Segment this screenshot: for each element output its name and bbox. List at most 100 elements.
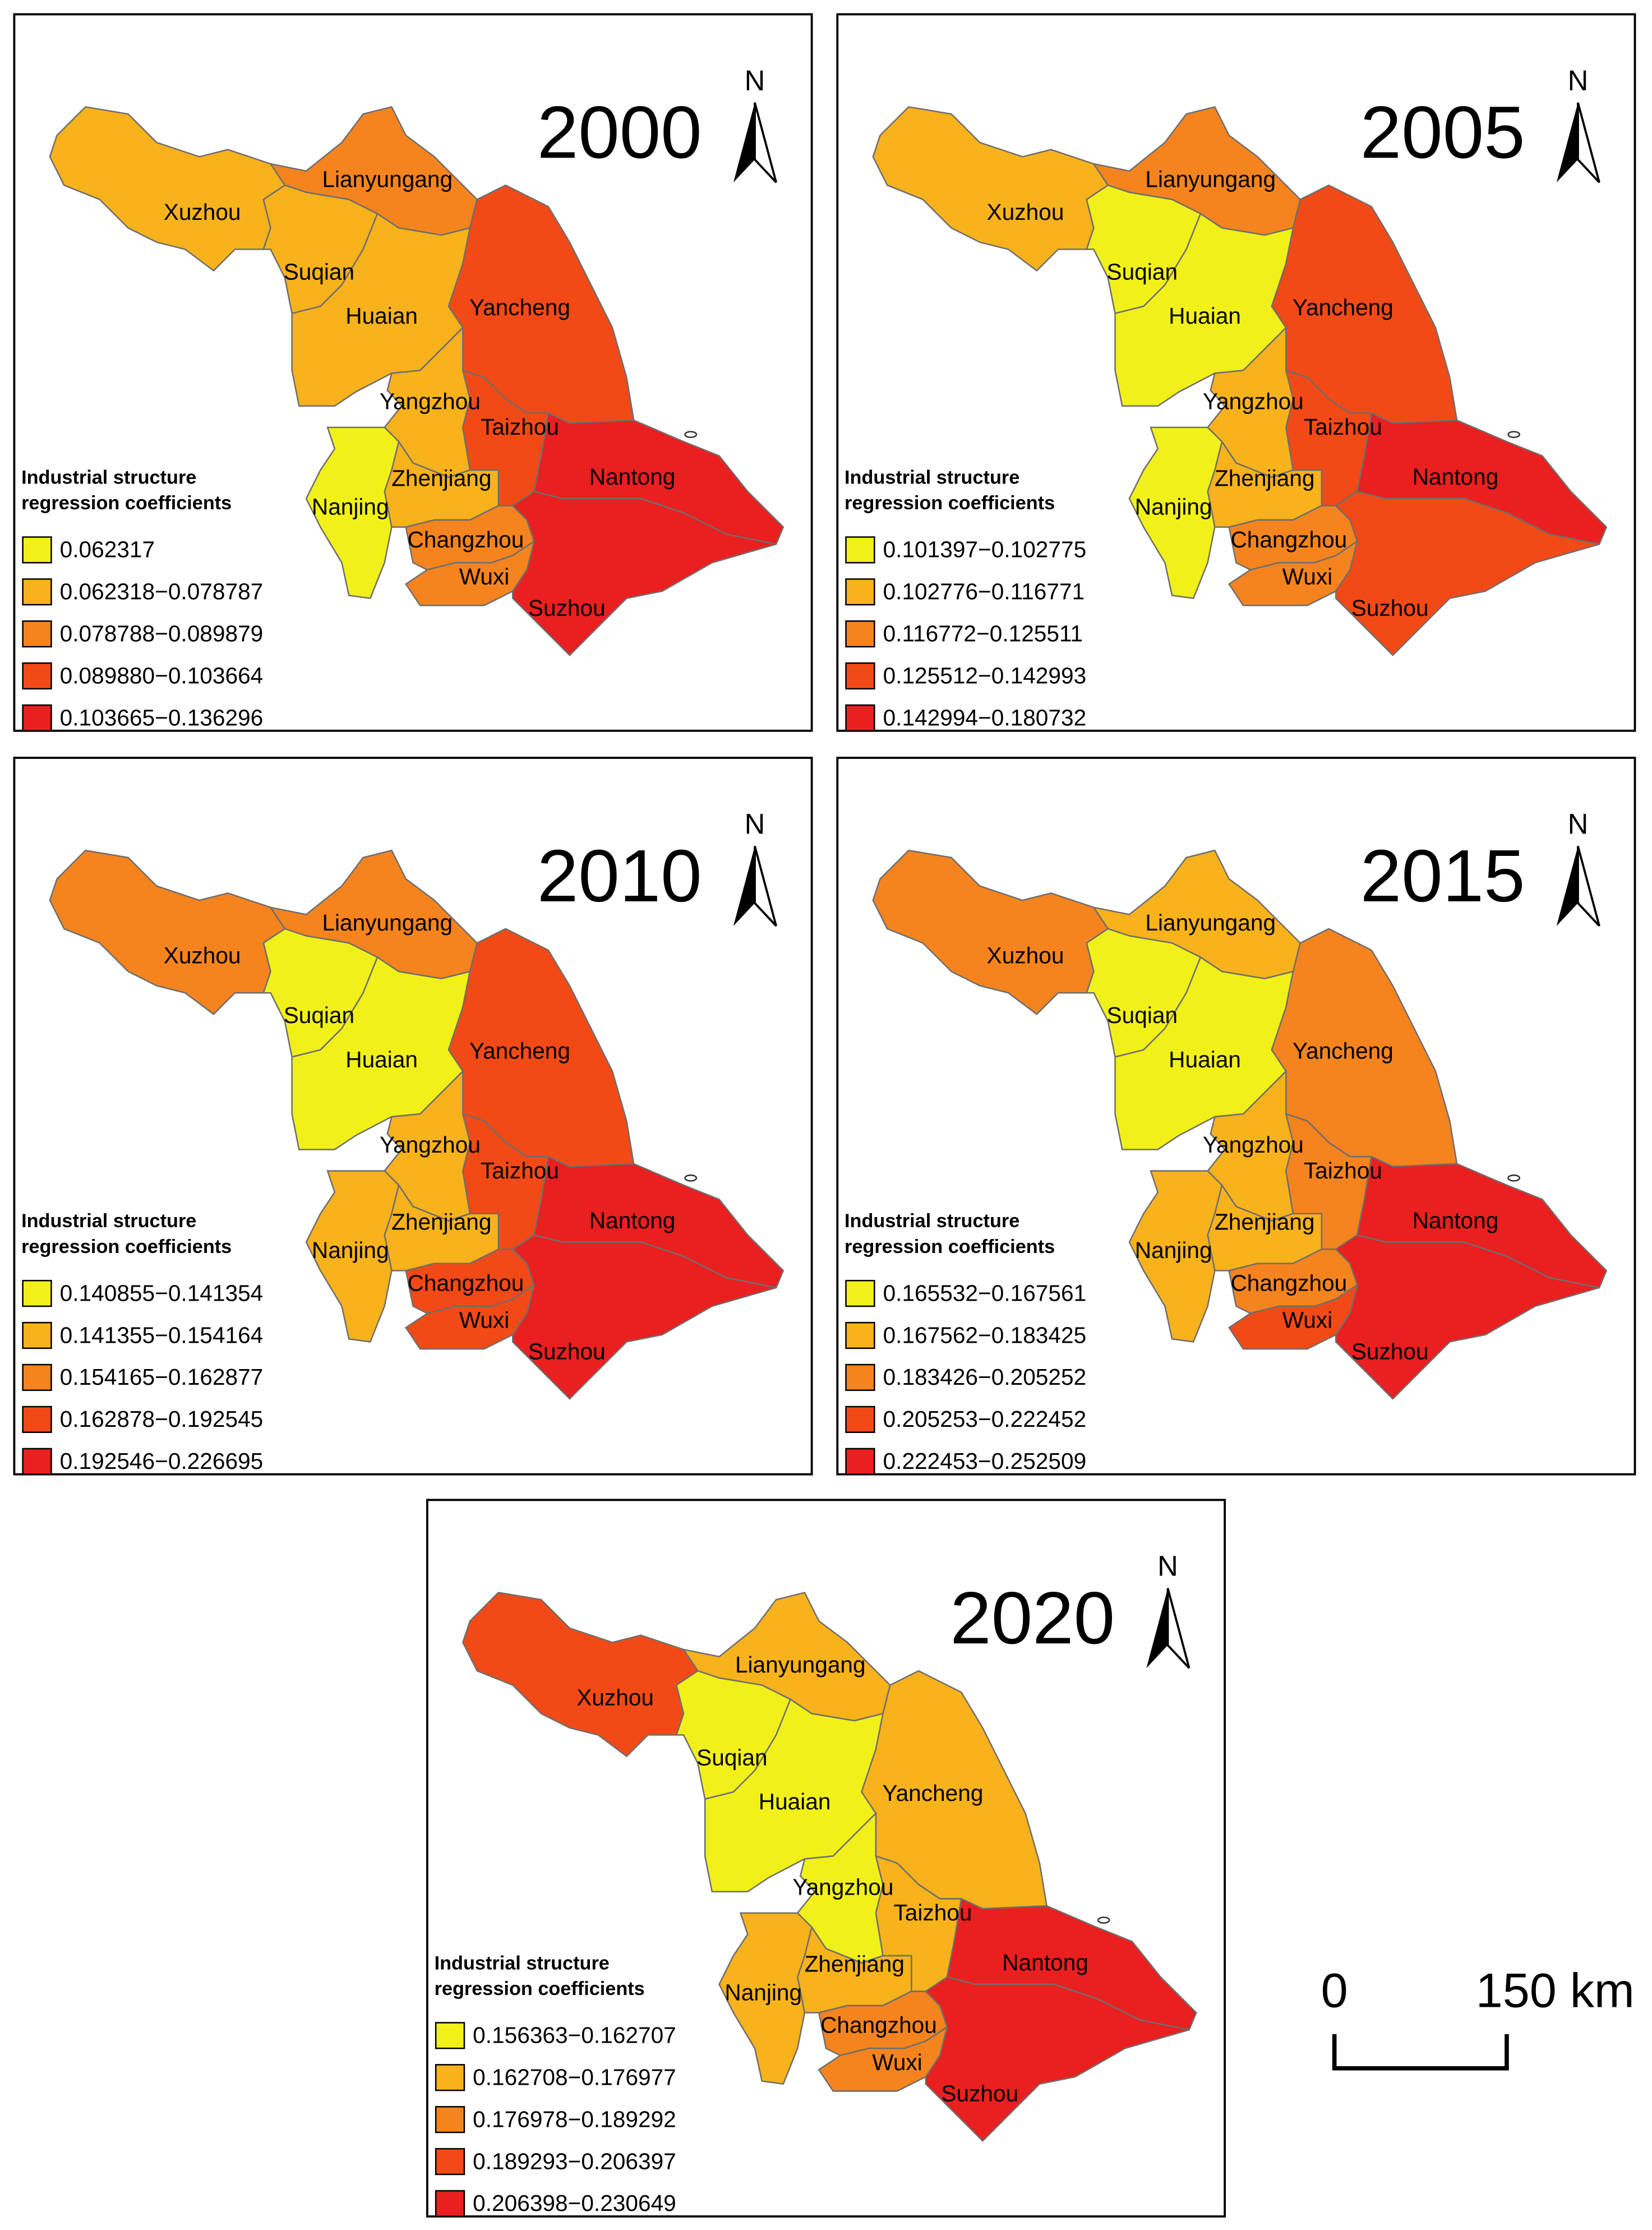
map-panel: Xuzhou Lianyungang Suqian Huaian Yancheng Yan…: [836, 757, 1636, 1476]
scale-bar: 0 150 km: [1321, 1964, 1635, 2071]
scale-start: 0: [1321, 1964, 1348, 2017]
legend-swatch: [845, 1279, 875, 1307]
region-label: Zhenjiang: [391, 1209, 491, 1234]
island: [684, 431, 698, 439]
region-label: Yangzhou: [1203, 1132, 1304, 1158]
region-label: Nanjing: [725, 1979, 802, 2005]
region-label: Taizhou: [481, 414, 559, 440]
legend-swatch: [435, 2022, 465, 2049]
region: [718, 1912, 813, 2085]
legend-swatch: [22, 1363, 52, 1392]
region-label: Huaian: [345, 1047, 418, 1072]
legend-label: 0.222453−0.252509: [883, 1448, 1087, 1474]
year-title: 2005: [1360, 90, 1525, 173]
region-label: Changzhou: [820, 2012, 937, 2038]
panel-frame: [836, 13, 1636, 732]
year-title: 2000: [537, 90, 702, 173]
island: [1507, 431, 1521, 439]
legend-label: 0.125512−0.142993: [883, 662, 1087, 688]
region-label: Taizhou: [893, 1900, 972, 1925]
north-arrow-outline: [754, 846, 777, 927]
region-label: Yancheng: [882, 1780, 983, 1806]
legend-label: 0.189293−0.206397: [473, 2148, 676, 2174]
region: [1335, 490, 1600, 657]
legend-label: 0.162708−0.176977: [473, 2064, 676, 2090]
north-arrow-outline: [1577, 846, 1600, 927]
region-label: Nanjing: [312, 494, 389, 519]
region-label: Suzhou: [941, 2081, 1018, 2107]
legend-label: 0.089880−0.103664: [60, 662, 264, 688]
north-arrow: [1556, 846, 1578, 926]
region-label: Taizhou: [1304, 414, 1382, 440]
legend-swatch: [22, 1406, 52, 1433]
region-label: Zhenjiang: [805, 1951, 905, 1977]
legend-swatch: [435, 2148, 465, 2176]
legend-title: regression coefficients: [845, 1236, 1055, 1257]
legend-swatch: [845, 620, 875, 648]
region-label: Yangzhou: [1203, 389, 1304, 414]
year-title: 2010: [537, 834, 702, 917]
legend-label: 0.116772−0.125511: [883, 621, 1083, 647]
legend-title: Industrial structure: [845, 1210, 1019, 1232]
legend-title: Industrial structure: [845, 467, 1019, 488]
region-label: Wuxi: [1282, 564, 1333, 589]
legend-swatch: [22, 578, 52, 606]
legend-swatch: [22, 704, 52, 732]
legend-label: 0.078788−0.089879: [60, 621, 264, 647]
region-label: Xuzhou: [987, 942, 1064, 968]
legend-swatch: [845, 704, 875, 732]
region-label: Lianyungang: [322, 910, 453, 936]
region-label: Yancheng: [1293, 294, 1393, 320]
legend-label: 0.205253−0.222452: [883, 1406, 1087, 1432]
north-label: N: [1568, 64, 1589, 96]
legend-swatch: [22, 1448, 52, 1475]
region-label: Yancheng: [1293, 1038, 1393, 1064]
region-label: Nanjing: [1135, 1237, 1212, 1263]
legend-swatch: [22, 662, 52, 690]
region-label: Lianyungang: [322, 166, 453, 192]
panel-frame: [836, 757, 1636, 1476]
region: [511, 490, 777, 657]
region-label: Yangzhou: [380, 1132, 481, 1158]
region-label: Changzhou: [408, 1270, 524, 1296]
region-label: Wuxi: [459, 1307, 510, 1333]
region-label: Suzhou: [528, 595, 606, 621]
legend-swatch: [22, 620, 52, 648]
legend-swatch: [845, 1448, 875, 1475]
panel-frame: [426, 1499, 1226, 2218]
legend-title: regression coefficients: [845, 492, 1055, 514]
region-label: Nantong: [1002, 1950, 1088, 1975]
region-label: Xuzhou: [987, 199, 1064, 225]
region-label: Wuxi: [459, 564, 510, 589]
region-label: Huaian: [345, 303, 418, 329]
region-label: Nantong: [589, 1208, 676, 1233]
region-label: Yancheng: [469, 294, 570, 320]
legend-label: 0.062318−0.078787: [60, 579, 264, 605]
region-label: Xuzhou: [164, 199, 241, 225]
panel-frame: [13, 13, 813, 732]
region-label: Suqian: [1107, 259, 1178, 284]
region-label: Zhenjiang: [1215, 1209, 1314, 1234]
legend-swatch: [435, 2064, 465, 2091]
legend-swatch: [845, 536, 875, 564]
region-label: Zhenjiang: [1215, 466, 1314, 491]
legend-label: 0.062317: [60, 537, 155, 563]
region-label: Wuxi: [872, 2049, 922, 2075]
region-label: Yancheng: [469, 1038, 570, 1064]
region-label: Huaian: [759, 1789, 831, 1814]
region-label: Taizhou: [481, 1158, 559, 1183]
legend-label: 0.156363−0.162707: [473, 2022, 676, 2048]
legend-label: 0.103665−0.136296: [60, 704, 264, 730]
legend-swatch: [22, 1321, 52, 1349]
legend-label: 0.162878−0.192545: [60, 1406, 264, 1432]
region: [1335, 1234, 1600, 1400]
map-panel: Xuzhou Lianyungang Suqian Huaian Yancheng Yan…: [13, 757, 813, 1476]
legend-title: regression coefficients: [21, 492, 232, 514]
region: [924, 1976, 1189, 2142]
legend-swatch: [22, 1279, 52, 1307]
north-arrow-outline: [1577, 102, 1600, 183]
map-panel: Xuzhou Lianyungang Suqian Huaian Yancheng Yan…: [13, 13, 813, 732]
legend-label: 0.206398−0.230649: [473, 2190, 676, 2216]
legend-label: 0.102776−0.116771: [883, 579, 1085, 605]
region-label: Lianyungang: [1145, 166, 1276, 192]
